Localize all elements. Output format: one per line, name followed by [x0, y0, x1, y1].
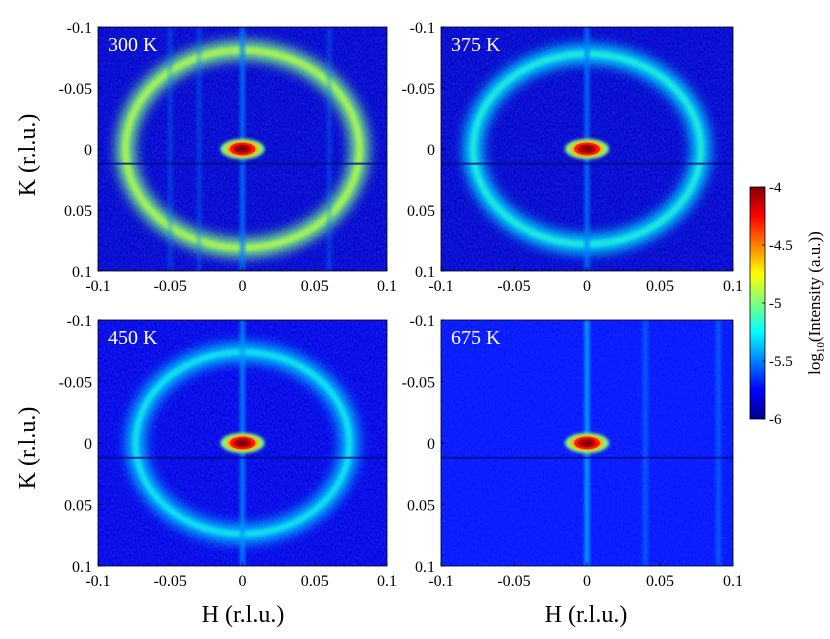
y-tick-label: 0.05	[64, 498, 92, 515]
x-tick-label: 0.1	[723, 278, 743, 295]
x-tick-label: 0.1	[723, 573, 743, 590]
y-axis-label-top: K (r.l.u.)	[15, 114, 41, 197]
vertical-streak	[167, 27, 173, 271]
temperature-label: 300 K	[108, 34, 158, 56]
vertical-streak	[326, 27, 332, 271]
y-tick-label: 0.05	[64, 203, 92, 220]
x-tick-label: 0	[239, 278, 247, 295]
vertical-streak	[642, 320, 648, 566]
y-tick-label: 0.05	[407, 203, 435, 220]
temperature-label: 450 K	[108, 327, 158, 349]
colorbar-label-log: log	[805, 353, 824, 375]
colorbar-tick-label: -4.5	[769, 238, 793, 254]
x-tick-label: 0.1	[377, 278, 397, 295]
y-tick-label: -0.1	[67, 20, 92, 37]
y-tick-label: -0.05	[402, 81, 435, 98]
colorbar-label: log10(Intensity (a.u.))	[805, 231, 827, 375]
x-tick-label: -0.05	[497, 573, 530, 590]
detector-gap-line	[98, 456, 387, 459]
bragg-peak-layer	[582, 440, 592, 446]
x-tick-label: -0.1	[428, 278, 453, 295]
y-tick-label: 0.05	[407, 498, 435, 515]
colorbar-tick-label: -6	[769, 412, 782, 428]
y-tick-label: 0.1	[72, 264, 92, 281]
y-tick-label: -0.05	[59, 81, 92, 98]
x-tick-label: 0.05	[646, 278, 674, 295]
x-tick-label: 0.1	[377, 573, 397, 590]
y-axis-label-bottom: K (r.l.u.)	[15, 407, 41, 490]
x-axis-label-right: H (r.l.u.)	[545, 602, 628, 628]
x-tick-label: -0.05	[154, 278, 187, 295]
temperature-label: 375 K	[451, 34, 501, 56]
x-tick-label: 0	[583, 573, 591, 590]
detector-gap-line	[441, 456, 733, 459]
x-axis-label-left: H (r.l.u.)	[202, 602, 285, 628]
bragg-peak-layer	[237, 440, 248, 446]
y-tick-label: 0	[84, 436, 92, 453]
x-tick-label: 0	[583, 278, 591, 295]
y-tick-label: -0.05	[59, 375, 92, 392]
y-tick-label: 0.1	[415, 264, 435, 281]
x-tick-label: -0.05	[497, 278, 530, 295]
y-tick-label: -0.05	[402, 375, 435, 392]
y-tick-label: -0.1	[410, 20, 435, 37]
colorbar-tick-label: -4	[769, 180, 782, 196]
detector-gap-line	[98, 162, 387, 165]
x-tick-label: 0.05	[301, 573, 329, 590]
vertical-streak	[196, 27, 202, 271]
x-tick-label: -0.05	[154, 573, 187, 590]
colorbar: -4 -4.5 -5 -5.5 -6 log10(Intensity (a.u.))	[749, 180, 827, 428]
temperature-label: 675 K	[451, 327, 501, 349]
vertical-streak	[715, 320, 721, 566]
y-tick-label: 0	[427, 436, 435, 453]
y-tick-label: 0	[84, 142, 92, 159]
x-tick-label: 0.05	[301, 278, 329, 295]
x-tick-label: -0.1	[85, 278, 110, 295]
y-tick-label: -0.1	[410, 313, 435, 330]
x-tick-label: 0	[239, 573, 247, 590]
y-tick-label: 0.1	[415, 559, 435, 576]
detector-gap-line	[441, 162, 733, 165]
y-tick-label: 0	[427, 142, 435, 159]
y-tick-label: -0.1	[67, 313, 92, 330]
colorbar-label-rest: (Intensity (a.u.))	[805, 231, 824, 342]
bragg-peak-layer	[582, 146, 592, 152]
x-tick-label: 0.05	[646, 573, 674, 590]
x-tick-label: -0.1	[428, 573, 453, 590]
bragg-peak-layer	[237, 146, 248, 152]
colorbar-label-sub: 10	[815, 342, 827, 354]
x-tick-label: -0.1	[85, 573, 110, 590]
colorbar-tick-label: -5.5	[769, 354, 793, 370]
colorbar-tick-label: -5	[769, 296, 782, 312]
y-tick-label: 0.1	[72, 559, 92, 576]
